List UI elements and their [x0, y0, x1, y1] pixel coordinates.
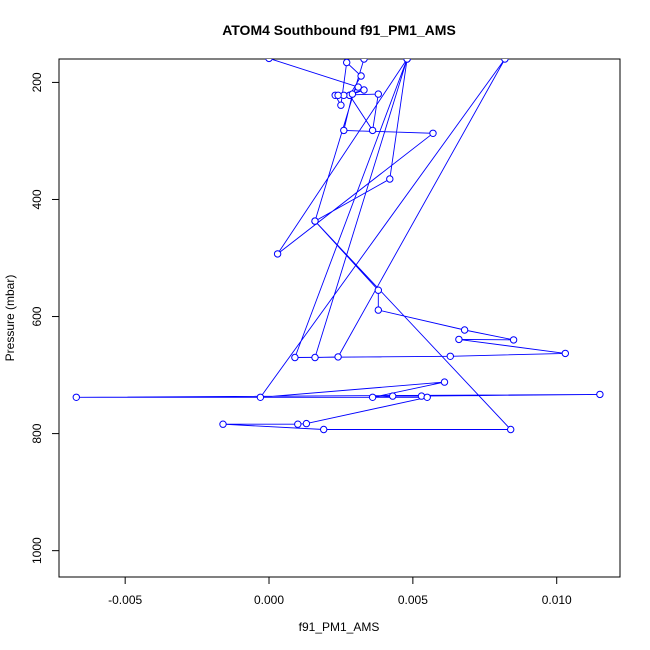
data-point: [348, 90, 357, 98]
data-point: [354, 83, 362, 91]
series-line: [76, 59, 600, 430]
data-point: [374, 90, 382, 98]
data-point: [596, 390, 604, 399]
data-point: [501, 59, 509, 63]
x-axis-label: f91_PM1_AMS: [299, 620, 380, 634]
y-tick-label: 400: [30, 189, 44, 209]
y-tick-label: 600: [30, 306, 44, 326]
data-point: [265, 59, 273, 63]
data-point: [302, 419, 311, 428]
data-point: [403, 59, 411, 63]
data-point: [455, 335, 463, 344]
data-point: [320, 425, 328, 434]
chart-title: ATOM4 Southbound f91_PM1_AMS: [222, 22, 456, 38]
y-axis: 200 400 600 800 1000: [30, 72, 60, 564]
data-point: [357, 72, 365, 80]
y-axis-label: Pressure (mbar): [3, 275, 17, 362]
x-tick-label: -0.005: [108, 593, 142, 607]
data-point: [334, 353, 342, 361]
data-point: [291, 353, 299, 362]
plot-area: [72, 59, 604, 434]
data-point: [311, 353, 319, 362]
y-tick-label: 200: [30, 72, 44, 92]
data-point: [311, 217, 319, 225]
data-point: [337, 101, 345, 109]
data-point: [423, 393, 431, 401]
data-point: [507, 425, 515, 434]
data-point: [374, 306, 382, 314]
data-point: [389, 392, 397, 400]
data-point: [386, 175, 394, 183]
plot-frame: [58, 58, 621, 578]
data-point: [368, 393, 377, 401]
data-point: [368, 126, 377, 135]
data-point: [429, 129, 437, 138]
data-point: [460, 326, 469, 334]
data-point: [340, 126, 348, 135]
data-point: [360, 86, 368, 94]
data-point: [343, 59, 351, 67]
y-tick-label: 800: [30, 423, 44, 443]
x-axis: -0.005 0.000 0.005 0.010: [108, 576, 572, 607]
data-point: [72, 393, 81, 401]
data-point: [334, 91, 342, 100]
data-point: [219, 420, 227, 428]
data-point: [256, 393, 265, 401]
data-point: [273, 250, 282, 258]
data-point: [509, 336, 518, 344]
data-point: [561, 349, 569, 358]
x-tick-label: 0.000: [254, 593, 284, 607]
x-tick-label: 0.005: [398, 593, 428, 607]
data-point: [294, 420, 302, 428]
data-point: [374, 286, 382, 294]
data-point: [440, 378, 449, 386]
data-point: [360, 59, 368, 63]
y-tick-label: 1000: [30, 537, 44, 564]
x-tick-label: 0.010: [542, 593, 572, 607]
data-point: [446, 352, 454, 360]
